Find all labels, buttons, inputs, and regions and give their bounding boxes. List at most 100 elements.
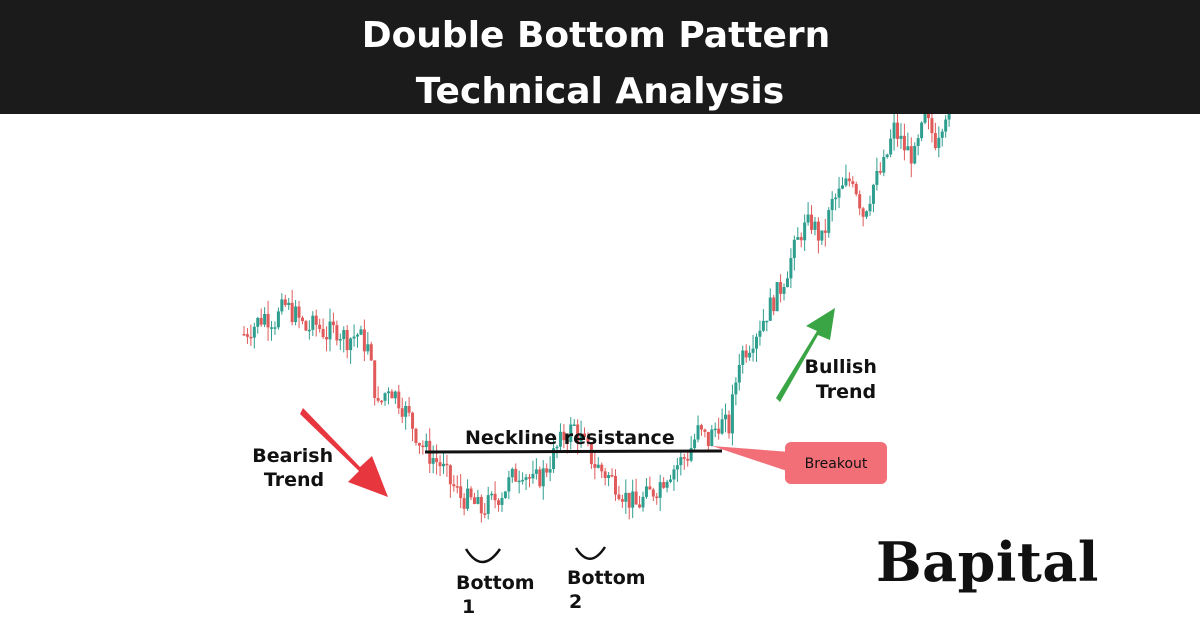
candle-body — [871, 184, 875, 204]
candle-body — [861, 208, 865, 217]
candle-body — [386, 391, 390, 394]
candle-body — [772, 297, 776, 312]
candle-body — [283, 299, 287, 305]
candle-body — [383, 393, 387, 401]
bottom-1-line-1: Bottom — [456, 572, 535, 594]
candle-body — [503, 491, 507, 498]
candle-body — [445, 463, 449, 466]
candlestick-series — [242, 90, 958, 523]
candle-body — [693, 439, 697, 449]
candle-body — [820, 230, 824, 241]
candle-body — [741, 350, 745, 365]
candle-body — [765, 320, 769, 323]
candle-body — [579, 433, 583, 442]
bottom-1-line-2: 1 — [462, 596, 475, 618]
candle-body — [634, 491, 638, 505]
candle-body — [325, 337, 329, 340]
candle-body — [400, 408, 404, 417]
brand-logo: Bapital — [876, 530, 1099, 594]
candle-body — [782, 287, 786, 294]
candle-body — [600, 464, 604, 472]
candle-body — [644, 486, 648, 497]
candle-body — [810, 214, 814, 230]
candle-body — [455, 486, 459, 488]
candle-body — [775, 282, 779, 312]
candle-body — [352, 336, 356, 339]
candle-body — [724, 414, 728, 420]
candle-body — [641, 496, 645, 508]
candle-body — [854, 183, 858, 195]
candle-body — [297, 306, 301, 318]
candle-body — [300, 317, 304, 322]
breakout-pointer — [712, 446, 790, 472]
candle-body — [858, 194, 862, 209]
candle-body — [737, 364, 741, 383]
bottom-2-line-1: Bottom — [567, 567, 646, 589]
candle-body — [555, 446, 559, 449]
bullish-label-line-1: Bullish — [804, 356, 876, 378]
candle-body — [441, 463, 445, 467]
candle-body — [572, 424, 576, 426]
neckline-line — [424, 449, 723, 454]
candle-body — [748, 352, 752, 358]
bullish-arrow-icon — [776, 308, 835, 402]
candle-body — [727, 414, 731, 434]
candle-body — [830, 199, 834, 211]
candle-body — [703, 429, 707, 432]
bottom-1-arc-icon — [464, 548, 502, 564]
candle-body — [589, 442, 593, 465]
candle-body — [896, 122, 900, 139]
bullish-trend-label: Bullish Trend — [804, 356, 883, 403]
candle-body — [940, 131, 944, 138]
candle-body — [404, 405, 408, 417]
bottom-2-label: Bottom 2 — [567, 567, 652, 613]
candle-body — [892, 122, 896, 139]
candle-body — [816, 221, 820, 241]
candle-body — [417, 442, 421, 446]
candle-body — [479, 496, 483, 514]
breakout-callout: Breakout — [712, 442, 887, 484]
bearish-label-line-2: Trend — [264, 469, 324, 491]
candle-body — [469, 488, 473, 498]
candle-body — [844, 178, 848, 186]
candle-body — [476, 496, 480, 504]
candle-body — [527, 477, 531, 479]
candle-body — [466, 488, 470, 509]
candle-body — [510, 468, 514, 478]
candle-body — [497, 500, 501, 505]
candle-body — [583, 433, 587, 438]
candle-body — [245, 334, 249, 337]
chart-title-line-2: Technical Analysis — [415, 71, 785, 112]
candle-body — [521, 479, 525, 482]
candle-body — [768, 297, 772, 321]
candle-body — [944, 119, 948, 132]
bullish-label-line-2: Trend — [816, 381, 876, 403]
breakout-box — [785, 442, 887, 484]
candle-body — [356, 334, 360, 337]
candle-body — [813, 221, 817, 230]
candle-body — [806, 214, 810, 223]
candle-body — [689, 448, 693, 461]
title-banner: Double Bottom Pattern Technical Analysis — [0, 0, 1200, 114]
candle-body — [380, 400, 384, 403]
candle-body — [448, 465, 452, 485]
candle-body — [662, 482, 666, 488]
candle-body — [930, 118, 934, 134]
candle-body — [899, 135, 903, 139]
candle-body — [294, 306, 298, 323]
candle-body — [796, 237, 800, 240]
candle-body — [682, 457, 686, 459]
candle-body — [280, 299, 284, 312]
candle-body — [706, 431, 710, 447]
candle-body — [397, 391, 401, 409]
candle-body — [713, 428, 717, 431]
candle-body — [486, 495, 490, 514]
bottom-2-line-2: 2 — [569, 591, 582, 613]
candle-body — [362, 329, 366, 352]
candle-body — [242, 334, 246, 336]
candle-body — [610, 475, 614, 477]
candle-body — [531, 473, 535, 479]
candle-body — [483, 513, 487, 515]
candle-body — [452, 484, 456, 487]
candle-body — [686, 458, 690, 461]
